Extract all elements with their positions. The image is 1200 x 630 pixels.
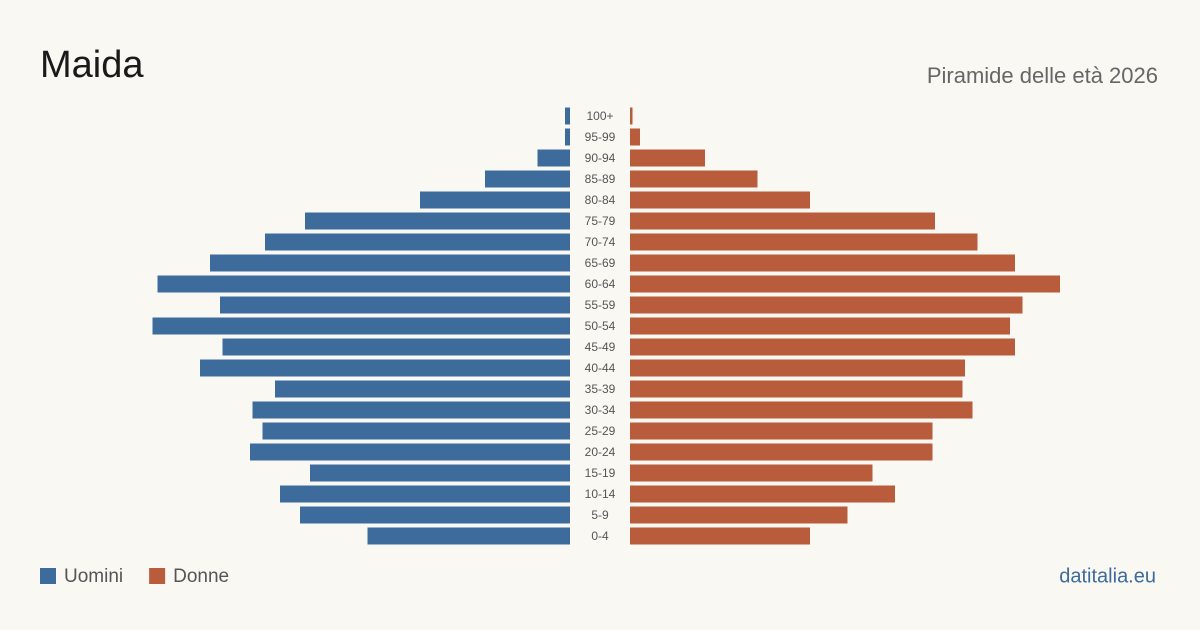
age-label: 30-34 <box>585 403 616 417</box>
bar <box>280 485 570 503</box>
age-label: 80-84 <box>585 193 616 207</box>
bar <box>485 170 570 188</box>
bar <box>630 317 1010 335</box>
bar <box>265 233 570 251</box>
bar <box>630 338 1015 356</box>
bar <box>630 149 705 167</box>
bar <box>252 401 570 419</box>
bar <box>262 422 570 440</box>
bar <box>210 254 570 272</box>
bar <box>152 317 570 335</box>
age-label: 25-29 <box>585 424 616 438</box>
bar <box>630 485 895 503</box>
bar <box>367 527 570 545</box>
legend-swatch <box>149 568 166 584</box>
chart-subtitle: Piramide delle età 2026 <box>927 63 1158 88</box>
age-label: 10-14 <box>585 487 616 501</box>
age-label: 65-69 <box>585 256 616 270</box>
age-label: 60-64 <box>585 277 616 291</box>
bar <box>630 128 640 146</box>
bar <box>630 422 933 440</box>
age-label: 20-24 <box>585 445 616 459</box>
bar <box>630 170 758 188</box>
age-label: 45-49 <box>585 340 616 354</box>
bar <box>630 401 973 419</box>
age-label: 100+ <box>586 109 613 123</box>
bar <box>537 149 570 167</box>
age-label: 15-19 <box>585 466 616 480</box>
bar <box>200 359 570 377</box>
age-label: 50-54 <box>585 319 616 333</box>
age-label: 85-89 <box>585 172 616 186</box>
age-label: 70-74 <box>585 235 616 249</box>
bar <box>630 107 633 125</box>
age-label: 5-9 <box>591 508 609 522</box>
bar <box>275 380 570 398</box>
bar <box>222 338 570 356</box>
bar <box>310 464 570 482</box>
bar <box>300 506 570 524</box>
bar <box>630 275 1060 293</box>
bar <box>420 191 570 209</box>
age-label: 90-94 <box>585 151 616 165</box>
bar <box>630 359 965 377</box>
bar <box>630 443 933 461</box>
age-label: 35-39 <box>585 382 616 396</box>
bar <box>630 380 963 398</box>
age-label: 40-44 <box>585 361 616 375</box>
age-label: 55-59 <box>585 298 616 312</box>
age-label: 75-79 <box>585 214 616 228</box>
legend-label: Donne <box>173 566 229 587</box>
bar <box>220 296 570 314</box>
bar <box>630 254 1015 272</box>
age-label: 95-99 <box>585 130 616 144</box>
bar <box>630 527 810 545</box>
footer: datitalia.eu <box>1059 565 1156 587</box>
bar <box>630 233 978 251</box>
bar <box>630 212 935 230</box>
bar <box>305 212 570 230</box>
bar <box>565 107 570 125</box>
bar <box>157 275 570 293</box>
bar <box>565 128 570 146</box>
legend-swatch <box>40 568 56 584</box>
bar <box>630 296 1023 314</box>
bar <box>630 506 848 524</box>
age-label: 0-4 <box>591 529 609 543</box>
chart-title: Maida <box>40 44 144 86</box>
bar <box>250 443 570 461</box>
bar <box>630 191 810 209</box>
legend-label: Uomini <box>64 566 123 587</box>
bar <box>630 464 873 482</box>
